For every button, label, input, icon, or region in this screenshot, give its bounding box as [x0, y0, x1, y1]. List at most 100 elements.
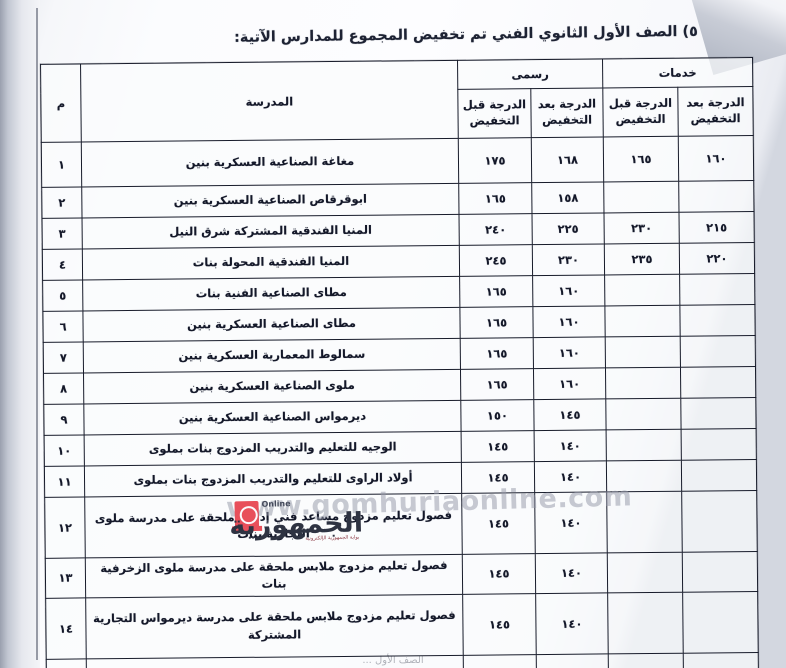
cell-school-name: المنيا الفندقية المحولة بنات: [82, 245, 460, 280]
cell-school-name: مغاغة الصناعية العسكرية بنين: [81, 138, 459, 187]
cell-official-before: ١٦٥: [458, 182, 532, 215]
cell-official-before: ١٥٠: [460, 399, 535, 432]
cell-row-index: ٢: [41, 186, 83, 219]
cell-services-before: ٢٣٠: [603, 212, 680, 244]
cell-school-name: المنيا الفندقية المشتركة شرق النيل: [82, 214, 460, 249]
cell-official-after: ١٤٠: [534, 429, 607, 462]
cell-services-after: [680, 335, 756, 368]
cell-services-before: [604, 274, 680, 306]
cell-school-name: فصول تعليم مزدوج ملابس ملحقة على مدرسة م…: [85, 554, 463, 598]
cell-services-before: [604, 305, 681, 337]
cell-official-before: ١٦٥: [460, 368, 534, 401]
cell-row-index: ٨: [43, 372, 84, 405]
cell-row-index: ٤: [42, 248, 83, 281]
cell-services-after: [679, 304, 756, 337]
cell-services-after: [679, 273, 755, 306]
cell-services-after: [681, 459, 757, 492]
table-body: ١٦٠ ١٦٥ ١٦٨ ١٧٥ مغاغة الصناعية العسكرية بنين…: [41, 135, 759, 668]
cell-row-index: ٩: [43, 403, 85, 436]
cell-official-before: ١٤٥: [461, 492, 536, 555]
cell-services-before: [606, 491, 683, 553]
cell-services-after: ٢١٥: [678, 211, 755, 244]
table-row: ١٦٠ ١٦٥ ١٦٨ ١٧٥ مغاغة الصناعية العسكرية بنين…: [41, 135, 754, 188]
cell-school-name: ديرمواس الصناعية العسكرية بنين: [83, 400, 462, 435]
cell-official-after: ١٦٠: [533, 336, 606, 369]
cell-services-after: ٢٢٠: [679, 242, 755, 275]
column-header-index: م: [40, 63, 82, 143]
cell-official-before: ١٧٥: [458, 137, 532, 184]
cell-services-before: ١٦٥: [603, 136, 679, 182]
cell-services-before: [607, 552, 683, 593]
cell-services-before: [608, 652, 684, 668]
cell-school-name: سمالوط المعمارية العسكرية بنين: [83, 338, 461, 373]
cell-school-name: أولاد الراوى للتعليم والتدريب المزدوج بن…: [84, 462, 462, 497]
cell-official-before: ١٤٥: [461, 430, 535, 463]
cell-row-index: ٣: [42, 217, 83, 250]
cell-official-before: ٢٤٠: [458, 213, 533, 246]
cell-official-after: ١٥٨: [531, 181, 604, 214]
cell-official-after: ١٦٠: [532, 305, 606, 338]
cell-official-after: ١٤٠: [534, 460, 607, 493]
column-header-official-before: الدرجة قبل التخفيض: [457, 88, 532, 139]
cell-official-after: ١٦٠: [533, 367, 606, 400]
cell-row-index: ٥: [42, 279, 83, 312]
cell-row-index: ١٠: [44, 434, 85, 467]
cell-school-name: ملوى الصناعية العسكرية بنين: [83, 369, 461, 404]
cell-services-before: [605, 336, 681, 368]
column-group-services: خدمات: [602, 57, 753, 88]
cell-school-name: مطاى الصناعية العسكرية بنين: [82, 307, 461, 342]
cell-row-index: ١٥: [46, 658, 87, 668]
cell-row-index: ٦: [42, 310, 84, 343]
cell-official-after: ١٤٠: [535, 552, 608, 594]
cell-services-after: [683, 651, 759, 668]
column-header-school: المدرسة: [80, 60, 459, 142]
cell-official-before: ١٤٥: [462, 593, 537, 655]
cell-services-before: [605, 398, 682, 430]
cell-official-after: ١٤٠: [535, 592, 609, 655]
cell-row-index: ٧: [43, 341, 84, 374]
cell-services-after: [681, 490, 758, 553]
cell-school-name: مطاى الصناعية الفنية بنات: [82, 276, 460, 311]
cell-official-before: ٢٤٥: [459, 244, 533, 277]
cell-services-before: [607, 591, 684, 654]
cell-official-after: ١٤٥: [533, 398, 607, 431]
grades-table-container: خدمات رسمى المدرسة م الدرجة بعد التخفيض …: [40, 57, 760, 668]
cell-official-after: ١٤٠: [536, 653, 609, 668]
cell-services-after: [680, 366, 756, 399]
cell-services-before: [606, 460, 682, 492]
cell-services-before: ٢٣٥: [604, 243, 680, 275]
cell-official-before: ١٦٥: [460, 337, 534, 370]
grades-table: خدمات رسمى المدرسة م الدرجة بعد التخفيض …: [40, 57, 760, 668]
cell-official-after: ١٦٠: [532, 274, 605, 307]
cell-services-before: [605, 367, 681, 399]
cell-school-name: ابوقرقاص الصناعية العسكرية بنين: [81, 183, 459, 218]
cell-official-before: ١٦٥: [459, 306, 534, 339]
table-row: ١٤٠ ١٤٥ فصول تعليم مزدوج ملابس ملحقة على م…: [45, 590, 759, 659]
cell-official-after: ٢٢٥: [531, 212, 605, 245]
cell-school-name: فصول تعليم مزدوج ملابس ملحقة على مدرسة د…: [85, 593, 464, 659]
cell-official-before: ١٦٥: [459, 275, 533, 308]
cell-services-after: [680, 397, 757, 430]
column-group-official: رسمى: [457, 58, 603, 90]
cell-services-before: [603, 181, 679, 213]
cell-official-before: ١٤٥: [461, 461, 535, 494]
cell-services-after: ١٦٠: [678, 135, 754, 182]
table-row: ١٤٠ ١٤٥ فصول تعليم مزدوج ملابس ملحقة على م…: [45, 551, 758, 598]
column-header-official-after: الدرجة بعد التخفيض: [530, 87, 604, 138]
cell-row-index: ١٢: [44, 496, 86, 559]
cell-services-after: [678, 180, 754, 213]
cell-school-name: فصول تعليم مزدوج مساعد فني إدارى ملحقة ع…: [84, 493, 463, 558]
cell-official-before: ١٤٥: [463, 654, 537, 668]
cell-row-index: ١٣: [45, 557, 86, 598]
cell-row-index: ١١: [44, 465, 85, 498]
cell-services-after: [681, 428, 757, 461]
cell-services-before: [606, 429, 682, 461]
cell-services-after: [682, 551, 758, 592]
column-header-services-after: الدرجة بعد التخفيض: [677, 86, 754, 137]
cell-row-index: ١: [41, 141, 82, 188]
cell-official-after: ١٤٠: [534, 491, 608, 554]
cell-school-name: الوجيه للتعليم والتدريب المزدوج بنات بمل…: [84, 431, 462, 466]
cell-official-after: ٢٣٠: [532, 243, 605, 276]
